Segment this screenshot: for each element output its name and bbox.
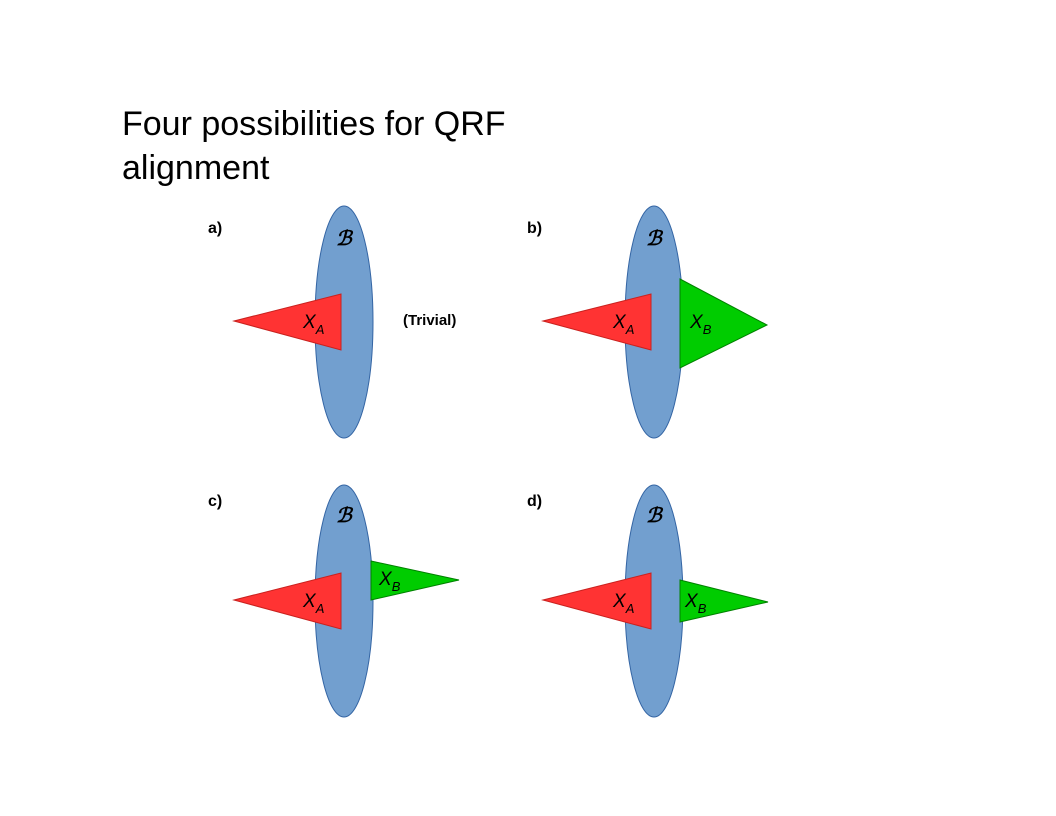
xa-label: XA <box>612 312 634 337</box>
xa-triangle <box>232 293 342 351</box>
trivial-note: (Trivial) <box>403 312 457 329</box>
panel-a-label: a) <box>208 220 223 237</box>
panel-b: ℬ XA XB <box>541 205 769 439</box>
b-symbol: ℬ <box>336 503 354 527</box>
xa-label: XA <box>612 591 634 616</box>
xa-label: XA <box>302 312 324 337</box>
b-symbol: ℬ <box>336 226 354 250</box>
xb-triangle <box>679 278 769 369</box>
xa-triangle <box>541 572 652 630</box>
panel-c: ℬ XA XB <box>232 484 460 718</box>
xb-label: XB <box>689 312 712 337</box>
panel-b-label: b) <box>527 220 543 237</box>
slide-title: Four possibilities for QRF alignment <box>122 102 642 190</box>
b-symbol: ℬ <box>646 226 664 250</box>
b-symbol: ℬ <box>646 503 664 527</box>
xb-triangle <box>370 560 460 601</box>
panel-d-label: d) <box>527 493 543 510</box>
title-line-1: Four possibilities for QRF <box>122 105 506 143</box>
xb-label: XB <box>684 591 707 616</box>
xb-triangle <box>679 579 769 623</box>
xa-triangle <box>541 293 652 351</box>
panel-d: ℬ XA XB <box>541 484 769 718</box>
xa-triangle <box>232 572 342 630</box>
xb-label: XB <box>378 569 401 594</box>
panel-c-label: c) <box>208 493 223 510</box>
title-line-2: alignment <box>122 149 270 187</box>
panel-a: ℬ XA <box>232 205 374 439</box>
xa-label: XA <box>302 591 324 616</box>
